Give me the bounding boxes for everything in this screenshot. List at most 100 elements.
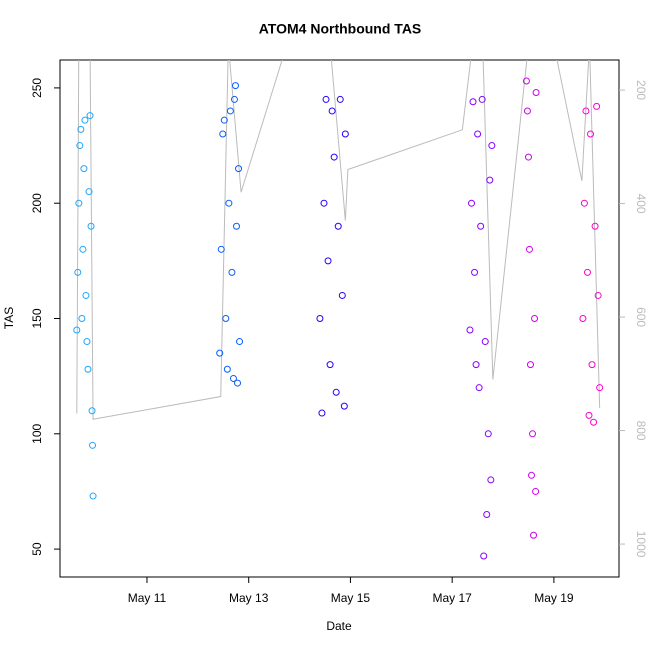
data-point (469, 98, 477, 106)
y-axis-label: TAS (2, 307, 16, 329)
data-point (474, 130, 482, 138)
data-point (596, 384, 604, 392)
data-point (483, 511, 491, 519)
data-point (522, 77, 530, 85)
data-point (88, 407, 96, 415)
data-point (219, 130, 227, 138)
data-point (481, 338, 489, 346)
data-point (475, 384, 483, 392)
data-point (488, 142, 496, 150)
data-point (526, 361, 534, 369)
data-point (466, 326, 474, 334)
data-point (531, 315, 539, 322)
data-point (528, 471, 536, 479)
data-point (326, 361, 334, 369)
data-point (220, 116, 228, 124)
data-point (529, 430, 537, 438)
data-point (336, 95, 344, 103)
x-axis-label: Date (326, 619, 352, 633)
data-point (330, 153, 338, 161)
data-point (86, 112, 94, 120)
data-point (480, 552, 488, 560)
data-point (585, 411, 593, 419)
data-point (340, 402, 348, 410)
data-point (334, 222, 342, 230)
data-point (472, 361, 480, 369)
data-point (236, 338, 244, 346)
y-tick-label: 150 (30, 308, 44, 328)
data-point (338, 291, 346, 299)
data-point (76, 142, 84, 150)
y2-tick-label: 400 (634, 194, 648, 214)
data-point (582, 107, 590, 115)
data-point (228, 268, 236, 276)
data-point (73, 326, 81, 334)
y2-tick-label: 1000 (634, 531, 648, 558)
data-point (226, 107, 234, 115)
x-tick-label: May 11 (128, 591, 167, 605)
data-point (74, 268, 82, 276)
y-tick-label: 50 (30, 542, 44, 556)
data-point (85, 188, 93, 196)
y2-tick-label: 600 (634, 307, 648, 327)
data-point (579, 315, 587, 322)
plot-area (73, 60, 604, 560)
data-point (225, 199, 233, 207)
data-point (590, 418, 598, 426)
data-point (89, 492, 97, 500)
data-point (328, 107, 336, 115)
data-point (223, 365, 231, 373)
data-point (230, 95, 238, 103)
data-point (77, 125, 85, 133)
x-tick-label: May 17 (432, 591, 472, 605)
data-point (81, 116, 89, 124)
data-point (530, 531, 538, 539)
data-point (320, 199, 328, 207)
data-point (588, 361, 596, 369)
plot-frame (59, 59, 620, 578)
data-point (591, 222, 599, 230)
x-tick-label: May 13 (229, 591, 269, 605)
data-point (594, 291, 602, 299)
data-point (234, 379, 242, 387)
data-point (332, 388, 340, 396)
data-point (216, 349, 224, 357)
y-tick-label: 200 (30, 193, 44, 213)
data-point (580, 199, 588, 207)
data-point (487, 476, 495, 484)
data-point (79, 245, 87, 253)
data-point (75, 199, 83, 207)
data-point (222, 315, 230, 322)
data-point (89, 441, 97, 449)
data-point (316, 315, 324, 322)
data-point (467, 199, 475, 207)
data-point (583, 268, 591, 276)
data-point (477, 222, 485, 230)
data-point (484, 430, 492, 438)
y2-tick-label: 800 (634, 421, 648, 441)
data-point (524, 153, 532, 161)
data-point (78, 315, 86, 322)
data-point (322, 95, 330, 103)
chart-title: ATOM4 Northbound TAS (259, 21, 422, 37)
data-point (593, 102, 601, 110)
data-point (341, 130, 349, 138)
altitude-line (76, 60, 601, 420)
y-tick-label: 100 (30, 423, 44, 443)
data-point (82, 291, 90, 299)
x-tick-label: May 15 (331, 591, 371, 605)
data-point (235, 165, 243, 173)
data-point (318, 409, 326, 417)
data-point (232, 222, 240, 230)
data-point (523, 107, 531, 115)
data-point (324, 257, 332, 265)
data-point (80, 165, 88, 173)
data-point (471, 268, 479, 276)
data-point (478, 95, 486, 103)
data-point (231, 82, 239, 90)
data-point (83, 338, 91, 346)
data-point (486, 176, 494, 184)
data-point (217, 245, 225, 253)
data-point (229, 374, 237, 382)
